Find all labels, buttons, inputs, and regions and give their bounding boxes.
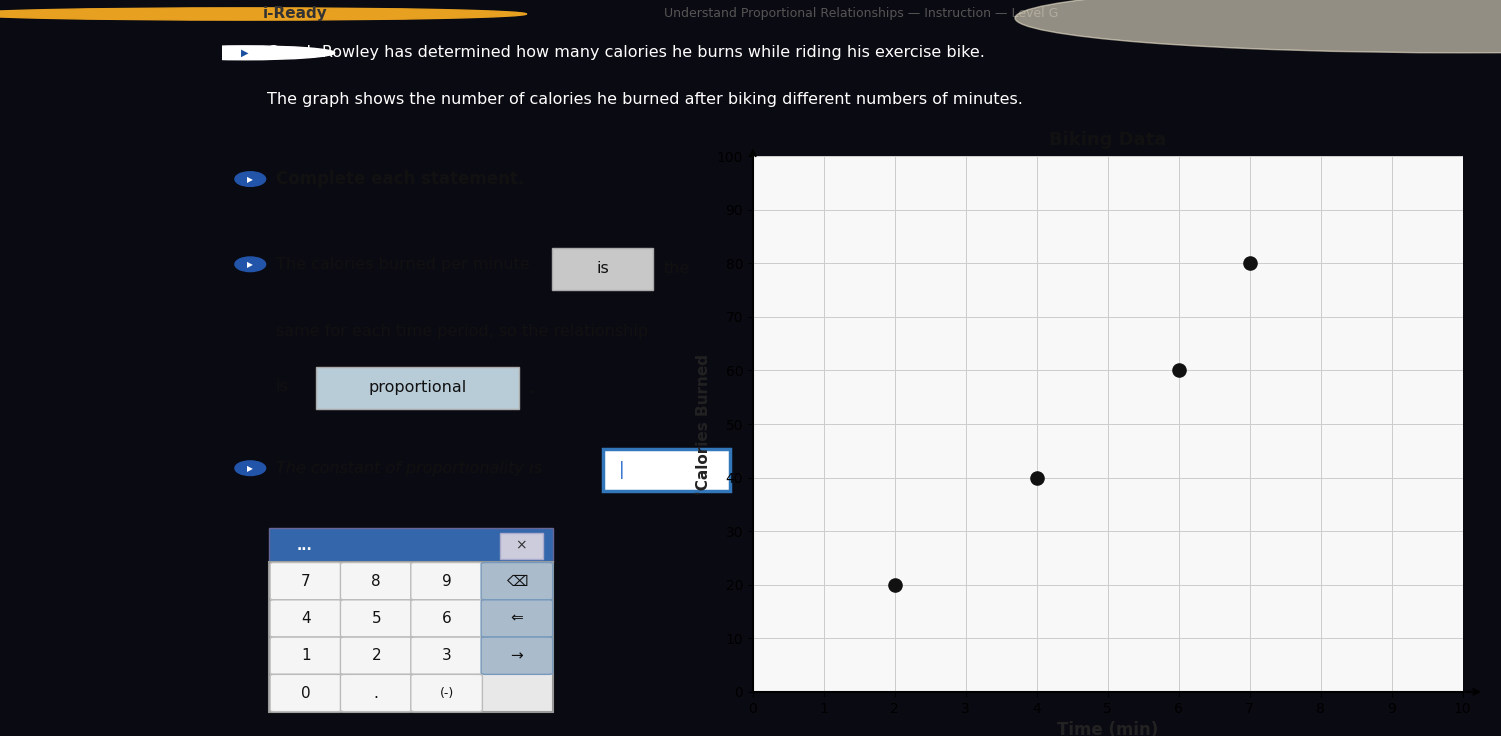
Text: The graph shows the number of calories he burned after biking different numbers : The graph shows the number of calories h… [267, 92, 1022, 107]
Text: (-): (-) [440, 687, 453, 699]
FancyBboxPatch shape [270, 600, 342, 637]
FancyBboxPatch shape [315, 367, 519, 408]
FancyBboxPatch shape [482, 637, 552, 674]
Point [883, 578, 907, 590]
Text: proportional: proportional [368, 380, 467, 395]
Circle shape [236, 461, 266, 475]
Circle shape [1015, 0, 1501, 53]
FancyBboxPatch shape [482, 600, 552, 637]
Circle shape [236, 171, 266, 186]
Circle shape [0, 8, 527, 20]
Text: .: . [528, 378, 536, 397]
Text: ...: ... [296, 539, 312, 553]
Text: 8: 8 [371, 573, 381, 589]
Text: Complete each statement.: Complete each statement. [276, 170, 524, 188]
Text: is: is [596, 261, 609, 276]
Text: same for each time period, so the relationship: same for each time period, so the relati… [276, 324, 648, 339]
Title: Biking Data: Biking Data [1049, 131, 1166, 149]
Text: 7: 7 [302, 573, 311, 589]
FancyBboxPatch shape [552, 248, 653, 290]
FancyBboxPatch shape [411, 562, 482, 600]
Point [1166, 364, 1190, 376]
FancyBboxPatch shape [270, 637, 342, 674]
Text: .: . [374, 685, 378, 701]
Circle shape [156, 46, 335, 60]
X-axis label: Time (min): Time (min) [1057, 721, 1159, 736]
FancyBboxPatch shape [341, 637, 413, 674]
Text: is: is [276, 378, 288, 394]
Text: ×: × [515, 539, 527, 553]
Text: →: → [510, 648, 524, 663]
FancyBboxPatch shape [411, 674, 482, 712]
Text: 3: 3 [441, 648, 452, 663]
Point [1025, 472, 1049, 484]
FancyBboxPatch shape [270, 562, 342, 600]
Text: |: | [618, 461, 624, 478]
Text: i-Ready: i-Ready [263, 7, 327, 21]
FancyBboxPatch shape [270, 528, 554, 563]
Text: ⇐: ⇐ [510, 611, 524, 626]
Text: ▶: ▶ [248, 260, 254, 269]
FancyBboxPatch shape [411, 637, 482, 674]
Text: 2: 2 [371, 648, 381, 663]
Text: the: the [663, 261, 690, 276]
Text: ▶: ▶ [248, 464, 254, 473]
FancyBboxPatch shape [411, 600, 482, 637]
Text: 9: 9 [441, 573, 452, 589]
Text: .: . [737, 460, 744, 479]
Circle shape [236, 257, 266, 272]
Text: ⌫: ⌫ [506, 573, 528, 589]
Text: The constant of proportionality is: The constant of proportionality is [276, 461, 542, 475]
FancyBboxPatch shape [341, 674, 413, 712]
Text: Coach Rowley has determined how many calories he burns while riding his exercise: Coach Rowley has determined how many cal… [267, 46, 985, 60]
Text: 1: 1 [302, 648, 311, 663]
FancyBboxPatch shape [482, 562, 552, 600]
Text: 4: 4 [302, 611, 311, 626]
Text: 5: 5 [371, 611, 381, 626]
FancyBboxPatch shape [341, 600, 413, 637]
Text: ▶: ▶ [248, 174, 254, 183]
FancyBboxPatch shape [603, 449, 729, 491]
Text: Understand Proportional Relationships — Instruction — Level G: Understand Proportional Relationships — … [665, 7, 1058, 21]
Point [1238, 258, 1262, 269]
FancyBboxPatch shape [270, 674, 342, 712]
Y-axis label: 'Calories Burned: 'Calories Burned [696, 353, 711, 495]
FancyBboxPatch shape [500, 533, 543, 559]
Text: 0: 0 [302, 685, 311, 701]
Text: The calories burned per minute: The calories burned per minute [276, 257, 530, 272]
FancyBboxPatch shape [341, 562, 413, 600]
FancyBboxPatch shape [270, 562, 554, 712]
Text: ▶: ▶ [242, 48, 249, 58]
Text: 6: 6 [441, 611, 452, 626]
